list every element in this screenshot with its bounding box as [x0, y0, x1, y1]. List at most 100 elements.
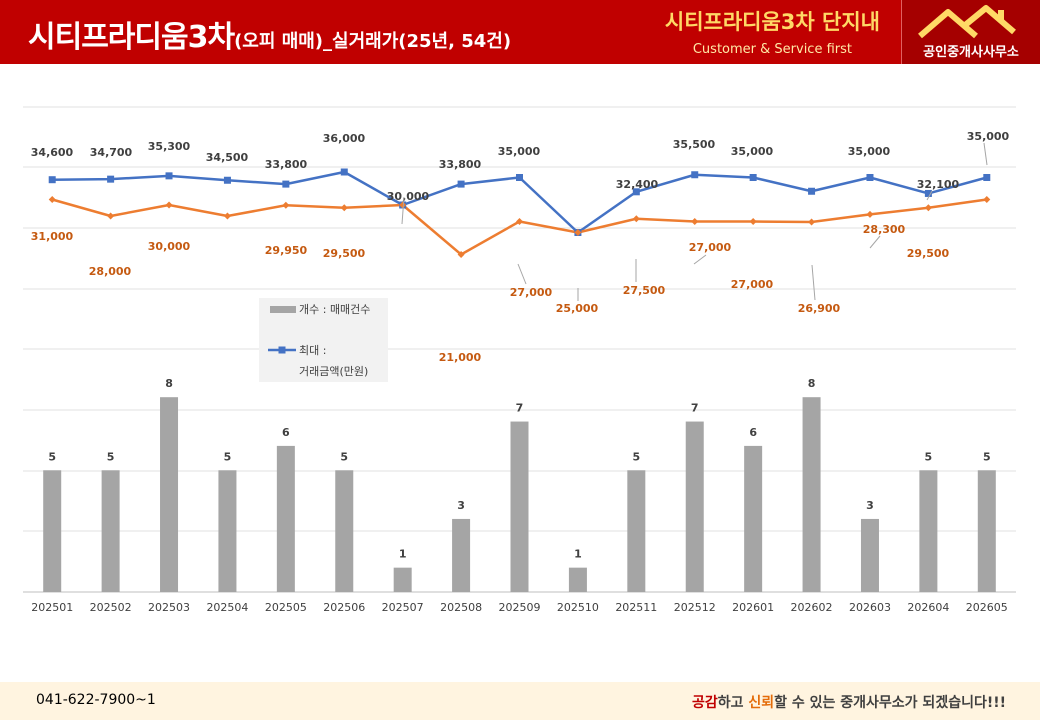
slogan-part-3: 신뢰	[748, 695, 775, 711]
label-leader-line	[693, 254, 707, 265]
point-min-202507	[399, 201, 407, 209]
series-line-min	[51, 198, 987, 256]
max-value-label: 33,800	[439, 158, 482, 171]
x-tick-label: 202601	[732, 601, 774, 614]
point-min-202508	[457, 251, 465, 258]
x-tick-label: 202505	[265, 601, 307, 614]
point-max-202504	[223, 176, 231, 184]
bar-label: 8	[808, 377, 816, 390]
bar-label: 5	[632, 450, 640, 463]
point-max-202605	[983, 174, 991, 181]
x-tick-label: 202503	[148, 601, 190, 614]
x-tick-label: 202602	[791, 601, 833, 614]
bar-label: 5	[224, 450, 232, 463]
point-max-202603	[866, 174, 874, 181]
point-min-202603	[866, 210, 874, 218]
x-tick-label: 202604	[907, 601, 949, 614]
min-value-label: 29,500	[907, 247, 950, 260]
complex-info: 시티프라디움3차 단지내 Customer & Service first	[665, 6, 880, 57]
point-max-202503	[165, 172, 173, 180]
point-min-202502	[107, 212, 115, 220]
max-value-label: 30,000	[387, 190, 430, 203]
point-max-202604	[924, 189, 932, 197]
point-min-202604	[924, 204, 932, 212]
min-value-label: 21,000	[439, 351, 482, 364]
label-leader-line	[401, 196, 405, 225]
bar-label: 7	[691, 402, 699, 415]
x-tick-label: 202605	[966, 601, 1008, 614]
min-value-label: 26,900	[798, 302, 841, 315]
slogan-part-1: 공감	[691, 695, 718, 711]
max-value-label: 35,000	[848, 145, 891, 158]
point-min-202605	[983, 196, 991, 203]
min-value-label: 27,000	[731, 278, 774, 291]
point-max-202511	[632, 188, 640, 196]
point-min-202505	[282, 201, 290, 209]
bar-label: 6	[282, 426, 290, 439]
x-tick-label: 202502	[90, 601, 132, 614]
max-value-label: 32,100	[917, 178, 960, 191]
x-tick-label: 202509	[499, 601, 541, 614]
point-min-202510	[574, 229, 582, 236]
max-value-label: 32,400	[616, 178, 659, 191]
point-min-202602	[808, 218, 816, 226]
bar-202506	[335, 470, 354, 592]
min-value-label: 28,300	[863, 223, 906, 236]
max-value-label: 34,700	[90, 146, 133, 159]
point-max-202601	[749, 174, 757, 181]
max-value-label: 35,000	[967, 130, 1010, 143]
x-tick-label: 202512	[674, 601, 716, 614]
x-tick-label: 202603	[849, 601, 891, 614]
bar-label: 3	[457, 499, 465, 512]
bar-label: 8	[165, 377, 173, 390]
point-max-202505	[282, 180, 290, 188]
bar-label: 1	[574, 548, 582, 561]
min-value-label: 25,000	[556, 302, 599, 315]
bar-202601	[744, 445, 763, 592]
bar-label: 6	[749, 426, 757, 439]
point-max-202509	[516, 174, 523, 181]
bar-label: 5	[340, 450, 348, 463]
bar-label: 5	[983, 450, 991, 463]
min-value-label: 28,000	[89, 265, 132, 278]
min-value-label: 29,500	[323, 247, 366, 260]
tagline: Customer & Service first	[692, 42, 852, 57]
point-min-202501	[48, 196, 56, 203]
label-leader-line	[811, 264, 816, 301]
bar-202510	[568, 567, 587, 592]
bar-202502	[101, 470, 120, 592]
min-value-label: 27,000	[689, 241, 732, 254]
bar-202504	[218, 470, 237, 592]
max-value-label: 34,500	[206, 151, 249, 164]
page-title: 시티프라디움3차(오피 매매)_실거래가(25년, 54건)	[28, 12, 511, 56]
bar-202512	[685, 421, 704, 592]
slogan-part-2: 하고	[717, 695, 749, 711]
min-value-label: 30,000	[148, 240, 191, 253]
bar-202507	[393, 567, 412, 592]
bar-202511	[627, 470, 646, 592]
point-max-202501	[48, 176, 56, 184]
legend-line-label: 최대 :	[299, 344, 326, 357]
point-min-202506	[340, 204, 348, 212]
x-tick-label: 202510	[557, 601, 599, 614]
bar-202603	[860, 518, 879, 592]
logo-label: 공인중개사사무소	[923, 45, 1019, 60]
title-main: 시티프라디움3차	[28, 20, 235, 55]
label-leader-line	[517, 263, 527, 285]
point-max-202512	[691, 171, 699, 179]
header-bar: 시티프라디움3차(오피 매매)_실거래가(25년, 54건) 시티프라디움3차 …	[0, 0, 1040, 64]
x-tick-label: 202507	[382, 601, 424, 614]
max-value-label: 35,300	[148, 140, 191, 153]
point-min-202509	[516, 218, 523, 225]
label-leader-line	[926, 190, 933, 201]
point-min-202503	[165, 201, 173, 209]
bar-label: 5	[48, 450, 56, 463]
x-tick-label: 202511	[615, 601, 657, 614]
bar-label: 1	[399, 548, 407, 561]
max-value-label: 35,500	[673, 138, 716, 151]
min-value-label: 27,500	[623, 284, 666, 297]
bar-202505	[276, 445, 295, 592]
bar-label: 5	[925, 450, 933, 463]
label-leader-line	[983, 142, 988, 166]
